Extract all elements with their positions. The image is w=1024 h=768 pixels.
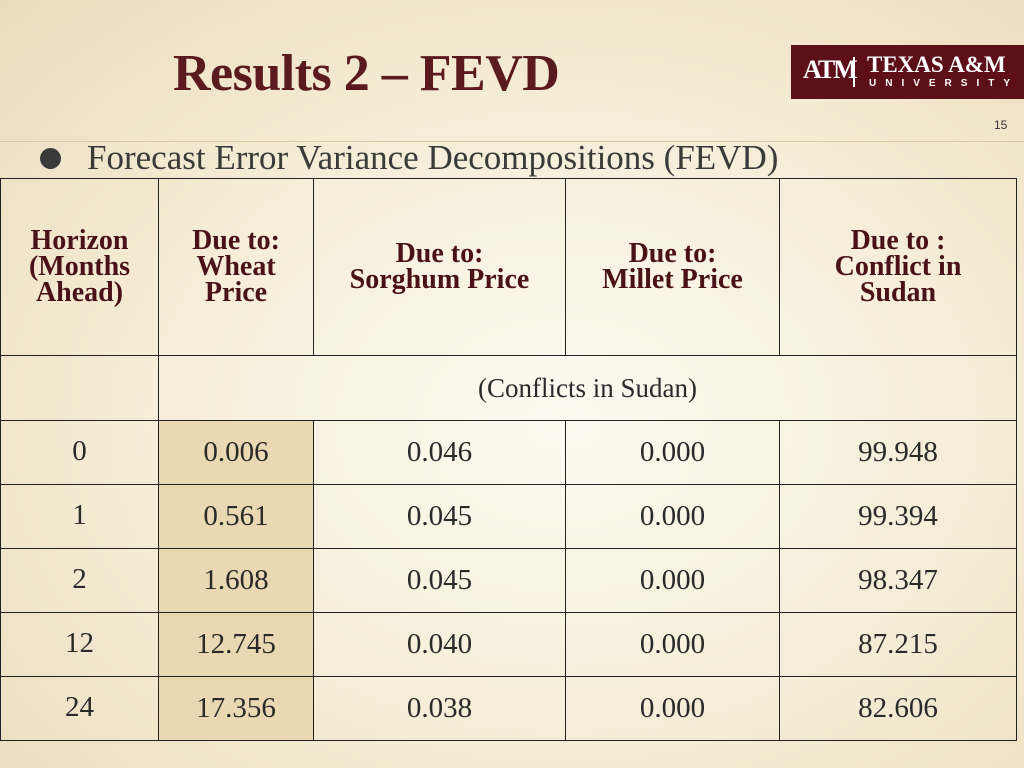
header-line: Wheat [196, 251, 276, 282]
header-line: Sorghum Price [349, 264, 530, 295]
value-cell: 98.347 [779, 548, 1017, 613]
value-cell: 0.000 [565, 548, 780, 613]
header-line: Sudan [859, 277, 937, 308]
data-row: 12 12.745 0.040 0.000 87.215 [0, 612, 1017, 677]
value-cell: 12.745 [158, 612, 314, 677]
logo-name: TEXAS A&M [867, 52, 1006, 77]
value-cell: 87.215 [779, 612, 1017, 677]
header-row: Horizon (Months Ahead) Due to: Wheat Price Due… [0, 178, 1017, 356]
header-line: Conflict in [834, 251, 962, 282]
value-cell: 0.000 [565, 612, 780, 677]
horizon-cell: 1 [0, 484, 159, 549]
value-cell: 99.394 [779, 484, 1017, 549]
value-cell: 0.040 [313, 612, 566, 677]
value-cell: 0.000 [565, 484, 780, 549]
header-line: Price [204, 277, 268, 308]
header-line: Ahead) [35, 277, 124, 308]
page-number: 15 [994, 118, 1008, 132]
horizon-cell: 0 [0, 420, 159, 485]
header-line: Due to: [628, 238, 717, 269]
empty-cell [0, 355, 159, 421]
header-line: (Months [28, 251, 131, 282]
horizon-cell: 2 [0, 548, 159, 613]
value-cell: 0.045 [313, 484, 566, 549]
header-cell: Due to: Sorghum Price [313, 178, 566, 356]
value-cell: 17.356 [158, 676, 314, 741]
logo-monogram: ATM [803, 55, 858, 84]
value-cell: 99.948 [779, 420, 1017, 485]
value-cell: 0.046 [313, 420, 566, 485]
logo: ATM TEXAS A&M UNIVERSITY [791, 45, 1024, 99]
header-line: Due to : [850, 225, 946, 256]
header-cell: Due to: Millet Price [565, 178, 780, 356]
divider [0, 141, 1024, 142]
value-cell: 0.038 [313, 676, 566, 741]
logo-sub: UNIVERSITY [869, 78, 1020, 89]
value-cell: 1.608 [158, 548, 314, 613]
data-row: 24 17.356 0.038 0.000 82.606 [0, 676, 1017, 741]
fevd-table: Horizon (Months Ahead) Due to: Wheat Price Due… [0, 178, 1017, 741]
subheader-row: (Conflicts in Sudan) [0, 355, 1017, 421]
header-line: Horizon [30, 225, 129, 256]
bullet-text: Forecast Error Variance Decompositions (… [87, 138, 779, 177]
value-cell: 0.045 [313, 548, 566, 613]
data-row: 2 1.608 0.045 0.000 98.347 [0, 548, 1017, 613]
header-line: Millet Price [602, 264, 743, 295]
header-line: Due to: [192, 225, 280, 256]
header-cell: Horizon (Months Ahead) [0, 178, 159, 356]
value-cell: 0.006 [158, 420, 314, 485]
bullet-dot [40, 148, 61, 169]
data-row: 0 0.006 0.046 0.000 99.948 [0, 420, 1017, 485]
value-cell: 0.000 [565, 676, 780, 741]
value-cell: 82.606 [779, 676, 1017, 741]
data-row: 1 0.561 0.045 0.000 99.394 [0, 484, 1017, 549]
horizon-cell: 12 [0, 612, 159, 677]
logo-separator [853, 57, 855, 87]
value-cell: 0.000 [565, 420, 780, 485]
header-line: Due to: [395, 238, 484, 269]
horizon-cell: 24 [0, 676, 159, 741]
slide-title: Results 2 – FEVD [173, 45, 560, 102]
subheader-cell: (Conflicts in Sudan) [158, 355, 1017, 421]
header-cell: Due to: Wheat Price [158, 178, 314, 356]
value-cell: 0.561 [158, 484, 314, 549]
header-cell: Due to : Conflict in Sudan [779, 178, 1017, 356]
